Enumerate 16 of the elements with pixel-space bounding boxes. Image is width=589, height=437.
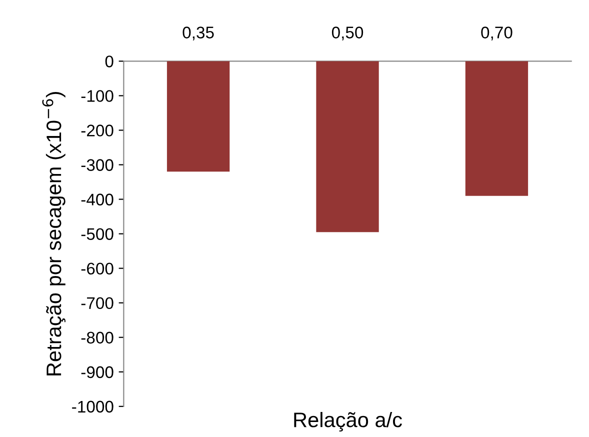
- y-tick-label: -500: [81, 228, 114, 240]
- y-tick-label: -700: [81, 297, 114, 310]
- y-tick-label: -300: [81, 159, 114, 171]
- y-tick-label: -100: [81, 90, 114, 102]
- x-tick-label: 0,50: [332, 26, 364, 40]
- y-tick-label: -200: [81, 124, 114, 136]
- y-tick-label: 0: [105, 56, 114, 68]
- y-axis-title: Retração por secagem (x10$^{−6}$): [42, 92, 66, 376]
- x-axis-title: Relação a/c: [294, 412, 402, 432]
- y-tick-label: -400: [81, 194, 114, 206]
- x-tick-label: 0,70: [481, 26, 512, 40]
- x-tick-label: 0,35: [182, 26, 214, 40]
- y-tick-label: -900: [81, 366, 114, 378]
- y-tick-label: -1000: [72, 400, 114, 413]
- y-tick-label: -800: [81, 332, 114, 344]
- y-tick-label: -600: [81, 262, 114, 275]
